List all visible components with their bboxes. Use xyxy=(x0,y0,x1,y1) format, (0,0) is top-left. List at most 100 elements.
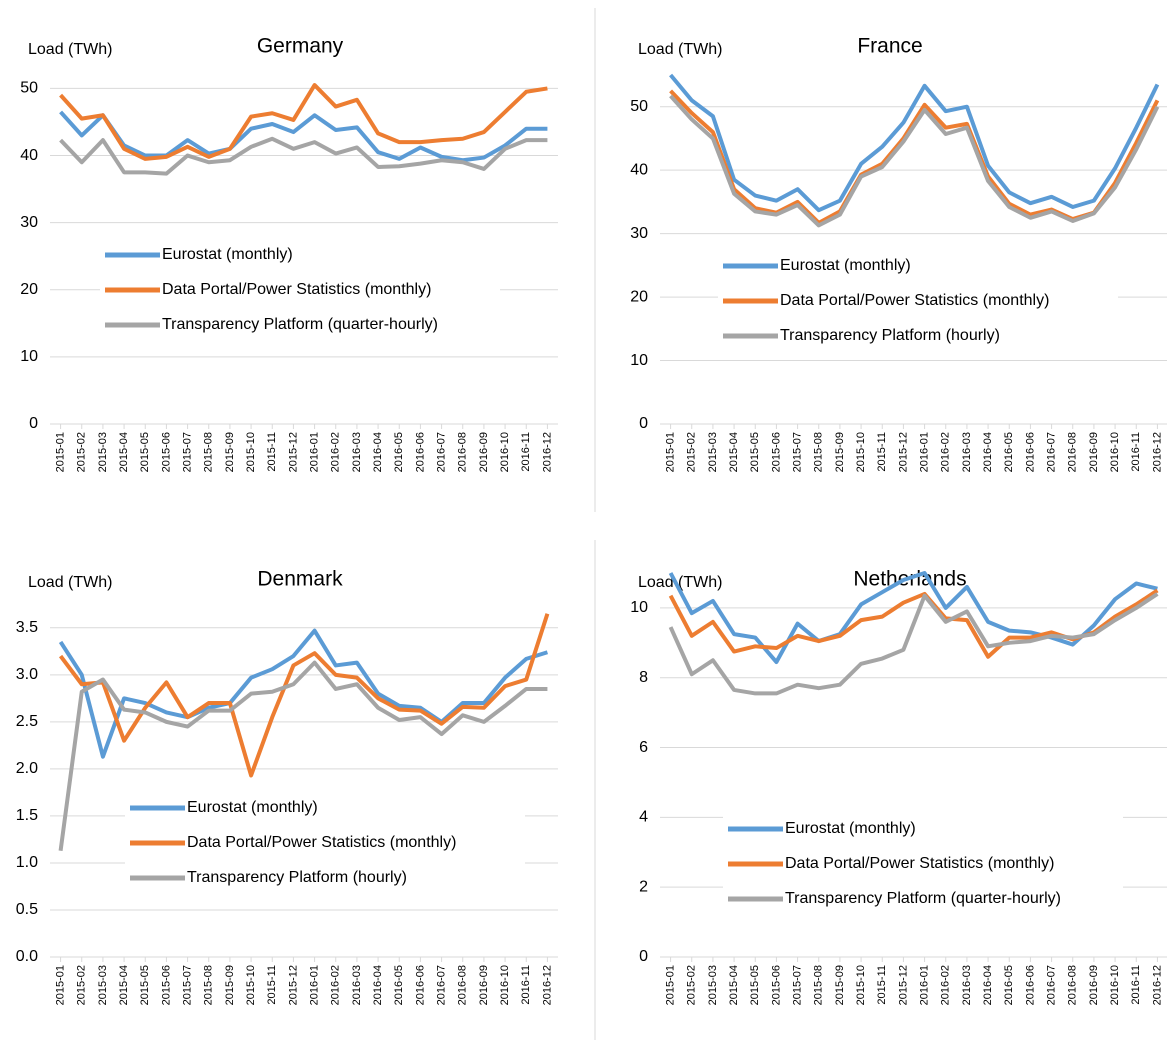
chart-title: Germany xyxy=(257,35,344,58)
y-tick-label: 3.0 xyxy=(16,666,38,683)
x-tick-label: 2015-04 xyxy=(118,432,130,472)
x-tick-label: 2016-02 xyxy=(330,432,342,472)
x-tick-label: 2015-03 xyxy=(707,965,719,1005)
y-axis-label: Load (TWh) xyxy=(28,574,112,591)
x-tick-label: 2015-05 xyxy=(139,432,151,472)
legend-label: Transparency Platform (quarter-hourly) xyxy=(785,890,1061,907)
x-tick-label: 2015-08 xyxy=(813,965,825,1005)
chart-title: France xyxy=(857,35,922,58)
y-tick-label: 6 xyxy=(639,739,648,756)
series-line xyxy=(59,83,548,161)
panel: Germany Load (TWh) 0 10 20 30 40 50 2015-01 2015-… xyxy=(20,35,558,472)
y-axis-label: Load (TWh) xyxy=(638,574,722,591)
x-tick-label: 2016-05 xyxy=(1003,432,1015,472)
y-tick-label: 0.5 xyxy=(16,901,38,918)
x-tick-label: 2016-08 xyxy=(1067,965,1079,1005)
x-tick-label: 2016-08 xyxy=(457,432,469,472)
y-tick-label: 10 xyxy=(20,348,38,365)
x-tick-label: 2015-12 xyxy=(287,965,299,1005)
x-tick-label: 2015-06 xyxy=(160,432,172,472)
legend-bg xyxy=(718,250,1118,355)
x-tick-label: 2016-03 xyxy=(351,965,363,1005)
legend-label: Transparency Platform (quarter-hourly) xyxy=(162,316,438,333)
y-tick-label: 0.0 xyxy=(16,948,38,965)
y-tick-label: 50 xyxy=(20,80,38,97)
x-tick-label: 2016-06 xyxy=(414,432,426,472)
x-tick-label: 2015-03 xyxy=(97,432,109,472)
x-tick-label: 2015-04 xyxy=(728,965,740,1005)
legend-label: Data Portal/Power Statistics (monthly) xyxy=(780,292,1049,309)
x-tick-label: 2016-06 xyxy=(414,965,426,1005)
x-tick-label: 2016-09 xyxy=(1088,965,1100,1005)
x-tick-label: 2015-02 xyxy=(76,432,88,472)
x-tick-label: 2016-07 xyxy=(1045,965,1057,1005)
legend-label: Data Portal/Power Statistics (monthly) xyxy=(162,281,431,298)
x-tick-label: 2016-11 xyxy=(1130,432,1142,472)
y-axis-label: Load (TWh) xyxy=(638,41,722,58)
series-line xyxy=(669,73,1160,213)
y-tick-label: 30 xyxy=(20,214,38,231)
x-tick-label: 2015-08 xyxy=(203,432,215,472)
y-tick-label: 20 xyxy=(20,281,38,298)
series-line xyxy=(59,136,548,176)
x-tick-label: 2015-09 xyxy=(834,432,846,472)
x-tick-label: 2015-05 xyxy=(139,965,151,1005)
x-tick-label: 2015-12 xyxy=(897,965,909,1005)
x-tick-label: 2015-10 xyxy=(855,432,867,472)
y-tick-label: 4 xyxy=(639,809,648,826)
x-tick-label: 2016-02 xyxy=(330,965,342,1005)
x-tick-label: 2015-08 xyxy=(813,432,825,472)
x-tick-label: 2016-04 xyxy=(982,965,994,1005)
panel: France Load (TWh) 0 10 20 30 40 50 2015-01 2015-0… xyxy=(630,35,1167,472)
x-tick-label: 2015-01 xyxy=(664,432,676,472)
x-tick-label: 2015-01 xyxy=(664,965,676,1005)
y-tick-label: 3.5 xyxy=(16,619,38,636)
y-tick-label: 10 xyxy=(630,352,648,369)
legend-bg xyxy=(125,792,525,897)
y-tick-label: 2.5 xyxy=(16,713,38,730)
x-tick-label: 2015-06 xyxy=(770,432,782,472)
x-tick-label: 2015-05 xyxy=(749,432,761,472)
x-tick-label: 2015-01 xyxy=(54,965,66,1005)
x-tick-label: 2016-04 xyxy=(372,965,384,1005)
x-tick-label: 2016-07 xyxy=(435,965,447,1005)
x-tick-label: 2015-05 xyxy=(749,965,761,1005)
series-line xyxy=(668,592,1159,696)
x-tick-label: 2015-09 xyxy=(224,965,236,1005)
y-tick-label: 0 xyxy=(639,948,648,965)
chart-title: Denmark xyxy=(257,568,343,591)
x-tick-label: 2015-10 xyxy=(245,965,257,1005)
y-tick-label: 30 xyxy=(630,225,648,242)
legend-label: Eurostat (monthly) xyxy=(780,257,911,274)
x-tick-label: 2015-02 xyxy=(76,965,88,1005)
x-tick-label: 2015-11 xyxy=(266,432,278,472)
legend-label: Transparency Platform (hourly) xyxy=(187,869,407,886)
x-tick-label: 2015-07 xyxy=(181,432,193,472)
x-tick-label: 2016-10 xyxy=(1109,965,1121,1005)
x-tick-label: 2016-10 xyxy=(499,965,511,1005)
x-tick-label: 2016-08 xyxy=(457,965,469,1005)
x-tick-label: 2016-04 xyxy=(372,432,384,472)
legend-label: Data Portal/Power Statistics (monthly) xyxy=(785,855,1054,872)
legend-bg xyxy=(100,239,500,344)
x-tick-label: 2016-09 xyxy=(478,432,490,472)
y-tick-label: 0 xyxy=(29,415,38,432)
legend-label: Eurostat (monthly) xyxy=(785,820,916,837)
x-tick-label: 2016-09 xyxy=(1088,432,1100,472)
x-tick-label: 2015-07 xyxy=(791,432,803,472)
x-tick-label: 2015-01 xyxy=(54,432,66,472)
x-tick-label: 2015-11 xyxy=(266,965,278,1005)
x-tick-label: 2016-10 xyxy=(1109,432,1121,472)
x-tick-label: 2016-12 xyxy=(541,965,553,1005)
x-tick-label: 2016-10 xyxy=(499,432,511,472)
y-tick-label: 1.0 xyxy=(16,854,38,871)
x-tick-label: 2016-01 xyxy=(918,965,930,1005)
x-tick-label: 2015-02 xyxy=(686,965,698,1005)
y-tick-label: 40 xyxy=(630,161,648,178)
x-tick-label: 2015-11 xyxy=(876,432,888,472)
x-tick-label: 2015-04 xyxy=(728,432,740,472)
x-tick-label: 2016-03 xyxy=(961,965,973,1005)
panel: Denmark Load (TWh) 0.0 0.5 1.0 1.5 2.0 2.5 3.0 3.… xyxy=(16,568,558,1005)
